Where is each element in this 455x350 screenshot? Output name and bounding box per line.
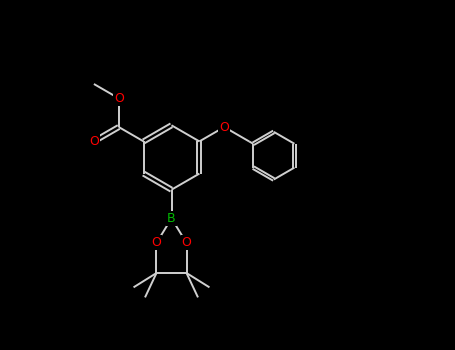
Text: O: O <box>89 135 99 148</box>
Text: O: O <box>114 92 124 105</box>
Text: B: B <box>167 212 176 225</box>
Text: O: O <box>182 236 192 249</box>
Text: O: O <box>219 120 229 134</box>
Text: O: O <box>152 236 162 249</box>
